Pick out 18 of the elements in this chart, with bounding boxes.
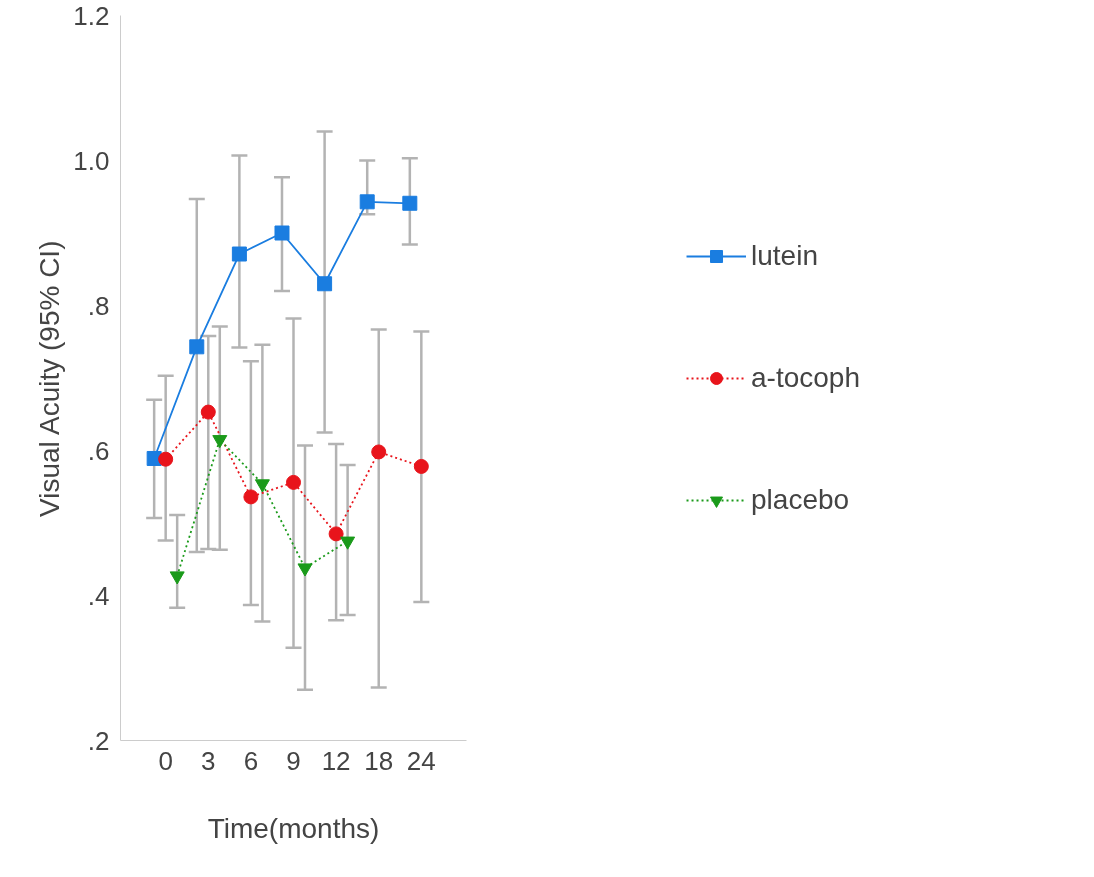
x-tick-label: 6 bbox=[243, 745, 259, 776]
x-tick-label: 18 bbox=[364, 745, 394, 776]
x-tick-label: 3 bbox=[201, 745, 216, 776]
y-tick-label: .4 bbox=[87, 580, 110, 611]
legend-label: lutein bbox=[751, 239, 818, 272]
y-tick-label: .6 bbox=[87, 435, 110, 466]
x-tick-label: 9 bbox=[286, 745, 301, 776]
legend-label: placebo bbox=[751, 483, 850, 516]
x-axis-title: Time(months) bbox=[207, 812, 380, 844]
x-tick-label: 24 bbox=[406, 745, 436, 776]
legend-label: a-tocoph bbox=[751, 361, 860, 394]
x-tick-label: 0 bbox=[158, 745, 173, 776]
x-tick-label: 12 bbox=[321, 745, 351, 776]
y-tick-label: .2 bbox=[87, 725, 110, 756]
y-tick-label: .8 bbox=[87, 290, 110, 321]
y-tick-label: 1.0 bbox=[73, 145, 110, 176]
y-axis-title: Visual Acuity (95% CI) bbox=[34, 240, 66, 518]
y-tick-label: 1.2 bbox=[73, 0, 110, 31]
